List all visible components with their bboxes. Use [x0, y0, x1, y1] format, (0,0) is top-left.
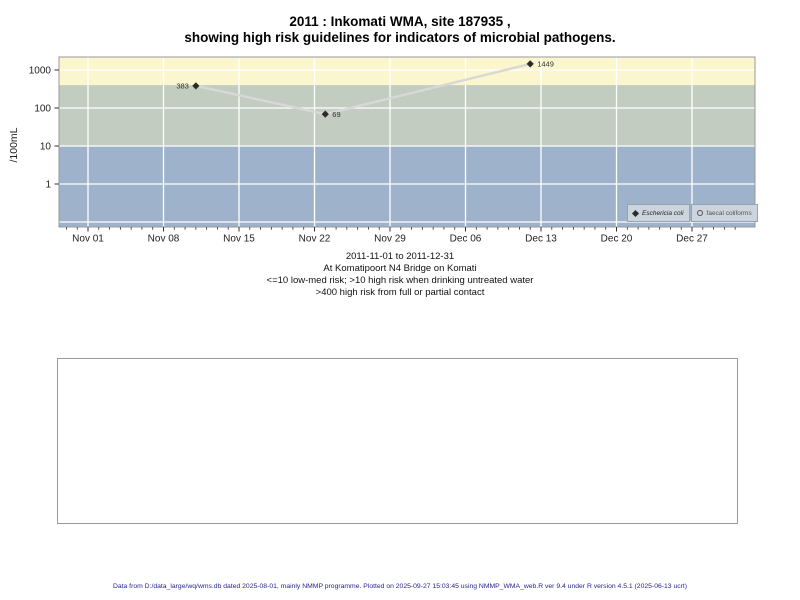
caption-site-location: At Komatipoort N4 Bridge on Komati: [323, 263, 477, 274]
x-axis: Nov 01 Nov 08 Nov 15 Nov 22 Nov 29 Dec 06 Dec …: [66, 227, 736, 245]
chart-title-line2: showing high risk guidelines for indicat…: [184, 29, 616, 45]
caption-guideline-drinking: <=10 low-med risk; >10 high risk when dr…: [266, 275, 534, 286]
gridlines: [59, 57, 755, 227]
point-value-label: 1449: [537, 60, 554, 69]
plot-border: [58, 56, 756, 228]
x-tick-label: Nov 22: [299, 234, 331, 245]
x-tick-label: Nov 15: [223, 234, 255, 245]
x-tick-label: Dec 27: [676, 234, 708, 245]
y-tick-label: 100: [34, 104, 51, 115]
data-point: [526, 60, 534, 68]
y-tick-label: 1000: [29, 66, 52, 77]
point-value-label: 383: [176, 82, 189, 91]
chart-title-line1: 2011 : Inkomati WMA, site 187935 ,: [289, 14, 511, 29]
legend-label-ecoli: Eschericia coli: [642, 209, 684, 217]
point-value-label: 69: [332, 110, 340, 119]
legend-label-faecal-coliforms: faecal coliforms: [706, 209, 752, 217]
x-tick-label: Nov 08: [148, 234, 180, 245]
empty-second-panel: [57, 358, 738, 524]
y-tick-label: 10: [40, 142, 52, 153]
x-tick-label: Dec 20: [601, 234, 633, 245]
y-axis-label: /100mL: [8, 127, 20, 163]
open-circle-icon: [696, 210, 703, 216]
caption-date-range: 2011-11-01 to 2011-12-31: [345, 251, 455, 262]
chart-plot-area: Nov 01 Nov 08 Nov 15 Nov 22 Nov 29 Dec 06 Dec …: [29, 56, 756, 245]
chart-title: 2011 : Inkomati WMA, site 187935 , showi…: [0, 14, 800, 45]
footer-note: Data from D:/data_large/wq/wms.db dated …: [112, 583, 688, 590]
data-point: [192, 82, 200, 90]
x-tick-label: Nov 01: [72, 234, 104, 245]
y-tick-label: 1: [45, 180, 51, 191]
y-axis: 1 10 100 1000: [29, 66, 59, 191]
chart-caption: 2011-11-01 to 2011-12-31 At Komatipoort …: [0, 251, 800, 299]
risk-band: [59, 57, 755, 86]
legend-item-ecoli: Eschericia coli: [627, 204, 690, 222]
data-points: 383 69 1449: [176, 60, 554, 119]
x-tick-label: Dec 13: [525, 234, 557, 245]
x-tick-label: Nov 29: [374, 234, 406, 245]
legend-item-faecal-coliforms: faecal coliforms: [690, 204, 758, 222]
chart-legend: Eschericia coli faecal coliforms: [627, 204, 758, 222]
caption-guideline-contact: >400 high risk from full or partial cont…: [315, 287, 485, 298]
risk-bands: [59, 57, 755, 227]
data-point: [321, 110, 329, 118]
x-tick-label: Dec 06: [450, 234, 482, 245]
filled-diamond-icon: [631, 209, 640, 217]
